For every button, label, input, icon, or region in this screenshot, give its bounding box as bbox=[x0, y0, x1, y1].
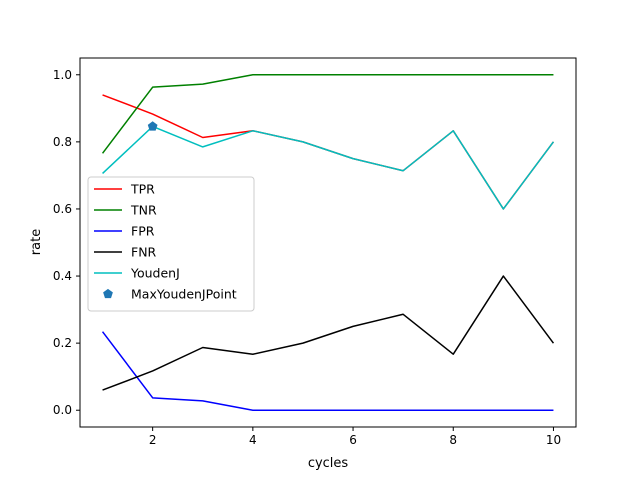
x-tick-label: 4 bbox=[249, 433, 257, 447]
y-tick-label: 0.4 bbox=[53, 269, 72, 283]
legend-swatch-maxyoudenjpoint bbox=[103, 288, 113, 299]
series-line-fnr bbox=[102, 275, 555, 391]
y-tick-label: 0.2 bbox=[53, 336, 72, 350]
legend: TPR TNR FPR FNR YoudenJ MaxYoudenJPoint bbox=[87, 176, 255, 312]
y-tick-label: 0.6 bbox=[53, 202, 72, 216]
legend-label-tpr: TPR bbox=[130, 182, 155, 197]
legend-label-youdenj: YoudenJ bbox=[130, 266, 180, 281]
x-tick-label: 8 bbox=[449, 433, 457, 447]
y-axis-label: rate bbox=[29, 229, 44, 255]
legend-label-fpr: FPR bbox=[131, 224, 155, 239]
series-line-youdenj bbox=[102, 125, 555, 210]
x-tick-label: 2 bbox=[149, 433, 157, 447]
marker-point-maxyoudenjpoint bbox=[147, 121, 158, 131]
legend-label-tnr: TNR bbox=[130, 203, 157, 218]
x-tick-label: 6 bbox=[349, 433, 357, 447]
legend-box bbox=[87, 176, 255, 312]
legend-label-fnr: FNR bbox=[131, 245, 157, 260]
y-tick-label: 1.0 bbox=[53, 68, 72, 82]
y-tick-label: 0.0 bbox=[53, 403, 72, 417]
series-line-tnr bbox=[101, 74, 554, 154]
series-line-fpr bbox=[101, 331, 554, 411]
y-tick-label: 0.8 bbox=[53, 135, 72, 149]
x-tick-label: 10 bbox=[546, 433, 561, 447]
plot-frame bbox=[79, 57, 577, 428]
legend-label-maxyoudenjpoint: MaxYoudenJPoint bbox=[131, 287, 237, 302]
x-axis-label: cycles bbox=[308, 456, 349, 471]
